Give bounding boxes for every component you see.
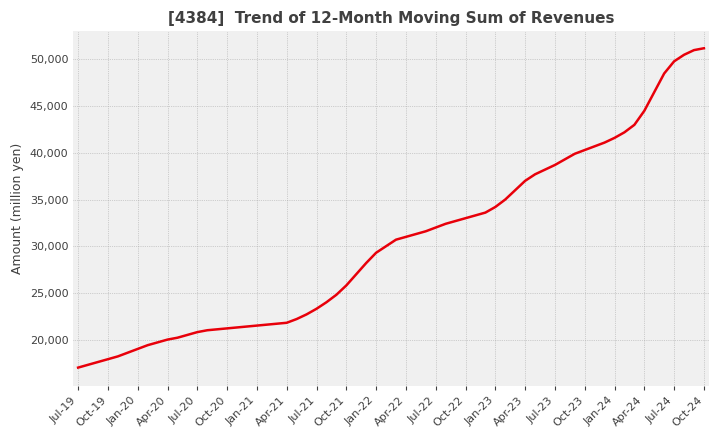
Title: [4384]  Trend of 12-Month Moving Sum of Revenues: [4384] Trend of 12-Month Moving Sum of R…	[168, 11, 614, 26]
Y-axis label: Amount (million yen): Amount (million yen)	[11, 143, 24, 275]
